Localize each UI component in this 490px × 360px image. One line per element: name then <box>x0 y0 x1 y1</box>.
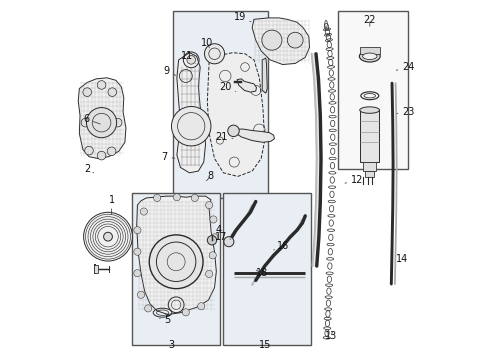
Circle shape <box>191 194 198 202</box>
Polygon shape <box>252 266 265 285</box>
Circle shape <box>107 147 116 156</box>
Circle shape <box>145 305 152 312</box>
Bar <box>360 110 379 162</box>
Bar <box>173 12 269 198</box>
Text: 2: 2 <box>84 164 94 174</box>
Circle shape <box>228 125 239 136</box>
Polygon shape <box>262 58 267 93</box>
Circle shape <box>224 237 234 247</box>
Text: 15: 15 <box>259 340 271 350</box>
Polygon shape <box>252 18 310 64</box>
Polygon shape <box>78 78 126 158</box>
Circle shape <box>137 291 145 298</box>
Circle shape <box>84 212 132 261</box>
Text: 23: 23 <box>397 107 415 117</box>
Polygon shape <box>315 202 320 237</box>
Polygon shape <box>261 255 274 270</box>
Circle shape <box>205 270 213 278</box>
Text: 16: 16 <box>274 241 290 251</box>
Circle shape <box>97 81 106 89</box>
Text: 5: 5 <box>160 315 171 325</box>
Text: 13: 13 <box>325 331 337 341</box>
Circle shape <box>81 118 90 127</box>
Polygon shape <box>237 79 256 92</box>
Circle shape <box>173 194 180 201</box>
Text: 21: 21 <box>216 132 233 142</box>
Polygon shape <box>279 237 290 251</box>
Circle shape <box>140 208 147 215</box>
Circle shape <box>205 202 213 209</box>
Text: 9: 9 <box>164 66 175 76</box>
Text: 22: 22 <box>364 15 376 26</box>
Circle shape <box>108 88 117 96</box>
Text: 8: 8 <box>206 171 214 181</box>
Text: 6: 6 <box>83 114 100 124</box>
Polygon shape <box>294 223 302 234</box>
Polygon shape <box>316 158 321 202</box>
Circle shape <box>134 226 141 234</box>
Polygon shape <box>234 129 274 142</box>
Text: 14: 14 <box>392 254 409 264</box>
Text: 19: 19 <box>233 12 251 22</box>
Polygon shape <box>137 196 216 315</box>
Circle shape <box>287 32 303 48</box>
Polygon shape <box>299 216 305 227</box>
Bar <box>360 47 380 54</box>
Circle shape <box>149 235 203 289</box>
Circle shape <box>97 151 106 160</box>
Bar <box>338 12 408 169</box>
Polygon shape <box>316 116 321 158</box>
Bar <box>223 193 311 345</box>
Polygon shape <box>312 54 318 80</box>
Circle shape <box>211 234 218 241</box>
Circle shape <box>172 107 211 146</box>
Text: 18: 18 <box>256 268 268 278</box>
Text: 1: 1 <box>108 195 115 215</box>
Bar <box>132 193 220 345</box>
Circle shape <box>262 30 282 50</box>
Text: 17: 17 <box>215 232 231 242</box>
Ellipse shape <box>360 107 379 113</box>
Polygon shape <box>286 230 297 242</box>
Text: 7: 7 <box>162 152 175 162</box>
Text: 24: 24 <box>396 62 415 72</box>
Circle shape <box>204 44 224 64</box>
Circle shape <box>207 235 217 245</box>
Text: 12: 12 <box>345 175 363 185</box>
Text: 11: 11 <box>181 51 196 63</box>
Polygon shape <box>177 53 205 173</box>
Circle shape <box>134 270 141 277</box>
Bar <box>94 265 98 273</box>
Polygon shape <box>313 237 319 266</box>
Bar <box>365 171 374 177</box>
Ellipse shape <box>359 50 380 62</box>
Circle shape <box>210 216 217 223</box>
Circle shape <box>83 88 92 96</box>
Text: 3: 3 <box>169 340 174 350</box>
Circle shape <box>153 194 161 202</box>
Ellipse shape <box>363 53 377 59</box>
Text: 4: 4 <box>212 225 221 235</box>
Polygon shape <box>270 246 283 260</box>
Polygon shape <box>207 53 265 176</box>
Text: 10: 10 <box>201 38 214 48</box>
Circle shape <box>85 146 93 155</box>
Polygon shape <box>314 80 320 116</box>
Circle shape <box>209 252 216 259</box>
Circle shape <box>87 108 117 138</box>
Circle shape <box>197 303 205 310</box>
Circle shape <box>134 248 141 255</box>
Circle shape <box>113 118 122 127</box>
Bar <box>364 162 376 171</box>
Text: 20: 20 <box>219 82 236 92</box>
Circle shape <box>103 232 112 241</box>
Circle shape <box>182 309 190 316</box>
Circle shape <box>187 55 196 64</box>
